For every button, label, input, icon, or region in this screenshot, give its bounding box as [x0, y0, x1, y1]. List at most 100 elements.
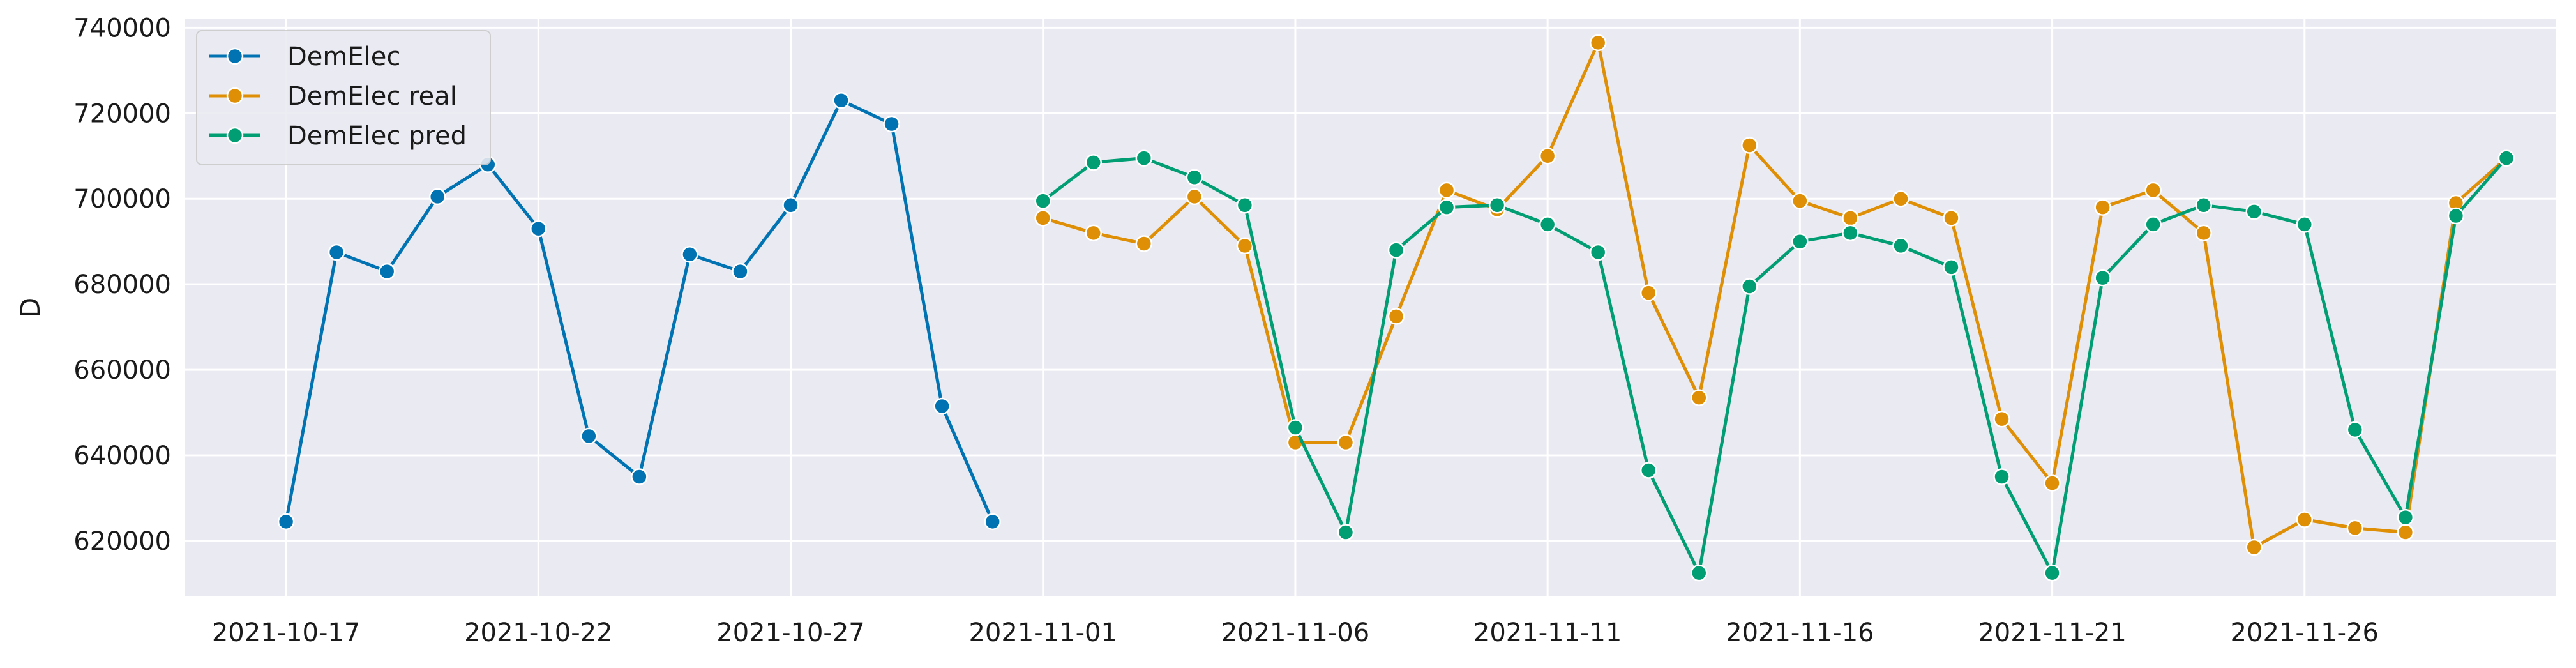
legend-item: DemElec real: [209, 82, 457, 111]
data-point: [1943, 259, 1960, 276]
x-tick-label: 2021-10-22: [464, 618, 612, 648]
data-point: [1639, 462, 1657, 479]
data-point: [1539, 148, 1556, 165]
data-point: [832, 91, 850, 109]
data-point: [2397, 508, 2414, 526]
data-point: [580, 427, 598, 445]
x-tick-label: 2021-10-17: [212, 618, 360, 648]
data-point: [883, 115, 900, 133]
data-point: [1135, 235, 1153, 252]
data-point: [732, 262, 749, 280]
data-point: [1236, 197, 1254, 214]
legend-label: DemElec: [287, 42, 400, 72]
y-tick-label: 740000: [73, 13, 171, 43]
data-point: [1691, 564, 1708, 582]
data-point: [933, 397, 951, 415]
legend-item: DemElec: [209, 42, 400, 72]
data-point: [1892, 237, 1909, 255]
data-point: [1691, 389, 1708, 406]
data-point: [1387, 308, 1405, 325]
data-point: [2346, 421, 2364, 439]
data-point: [530, 220, 547, 238]
y-tick-label: 720000: [73, 99, 171, 128]
data-point: [1589, 243, 1607, 261]
data-point: [1943, 209, 1960, 227]
data-point: [1186, 169, 1203, 186]
data-point: [2397, 524, 2414, 541]
data-point: [1589, 34, 1607, 52]
data-point: [1993, 410, 2010, 428]
data-point: [631, 468, 648, 485]
series-line: [1042, 156, 2508, 575]
series-layer: [277, 34, 2515, 582]
legend-label: DemElec real: [287, 82, 457, 111]
data-point: [1741, 137, 1758, 154]
y-tick-label: 680000: [73, 270, 171, 300]
data-point: [2245, 538, 2263, 556]
data-point: [1639, 284, 1657, 301]
data-point: [1034, 192, 1051, 209]
data-point: [1791, 232, 1809, 250]
data-point: [2094, 199, 2111, 216]
data-point: [1438, 181, 1456, 199]
data-point: [1488, 197, 1506, 214]
data-point: [1034, 209, 1051, 227]
grid-lines: [185, 19, 2558, 596]
y-tick-label: 660000: [73, 356, 171, 385]
legend-marker: [226, 47, 244, 65]
x-tick-label: 2021-11-26: [2231, 618, 2379, 648]
data-point: [2195, 197, 2212, 214]
x-tick-label: 2021-11-11: [1473, 618, 1622, 648]
data-point: [2296, 511, 2314, 528]
data-point: [2044, 474, 2061, 492]
data-point: [428, 188, 446, 206]
legend: DemElec DemElec real DemElec pred: [196, 30, 491, 165]
data-point: [2144, 181, 2162, 199]
legend-box: [196, 30, 491, 165]
data-point: [1085, 224, 1103, 242]
data-point: [1993, 468, 2010, 485]
series-demelec-real: [1034, 34, 2515, 556]
data-point: [2346, 519, 2364, 537]
data-point: [1337, 524, 1355, 541]
data-point: [1842, 209, 1859, 227]
data-point: [1085, 154, 1103, 171]
data-point: [1236, 237, 1254, 255]
data-point: [2497, 149, 2515, 167]
data-point: [1387, 241, 1405, 259]
data-point: [2144, 216, 2162, 233]
x-tick-label: 2021-11-01: [968, 618, 1117, 648]
data-point: [277, 513, 295, 531]
y-tick-label: 700000: [73, 185, 171, 214]
data-point: [1892, 190, 1909, 208]
data-point: [1286, 419, 1304, 436]
data-point: [1842, 224, 1859, 242]
plot-background: [185, 19, 2557, 596]
data-point: [378, 262, 396, 280]
x-axis-ticks: 2021-10-17 2021-10-22 2021-10-27 2021-11-01…: [212, 618, 2379, 648]
data-point: [782, 197, 799, 214]
legend-marker: [226, 87, 244, 105]
x-tick-label: 2021-11-06: [1221, 618, 1369, 648]
data-point: [2447, 207, 2465, 225]
data-point: [1135, 149, 1153, 167]
data-point: [1791, 192, 1809, 209]
x-tick-label: 2021-10-27: [716, 618, 864, 648]
series-demelec-pred: [1034, 149, 2515, 582]
x-tick-label: 2021-11-16: [1726, 618, 1874, 648]
data-point: [2296, 216, 2314, 233]
legend-marker: [226, 126, 244, 144]
data-point: [2245, 203, 2263, 220]
x-tick-label: 2021-11-21: [1978, 618, 2126, 648]
data-point: [1186, 188, 1203, 206]
data-point: [1539, 216, 1556, 233]
data-point: [984, 513, 1001, 531]
data-point: [1438, 199, 1456, 216]
data-point: [2094, 269, 2111, 287]
data-point: [1741, 278, 1758, 295]
data-point: [2044, 564, 2061, 582]
legend-item: DemElec pred: [209, 121, 467, 151]
legend-label: DemElec pred: [287, 121, 467, 151]
series-line: [1042, 41, 2508, 549]
